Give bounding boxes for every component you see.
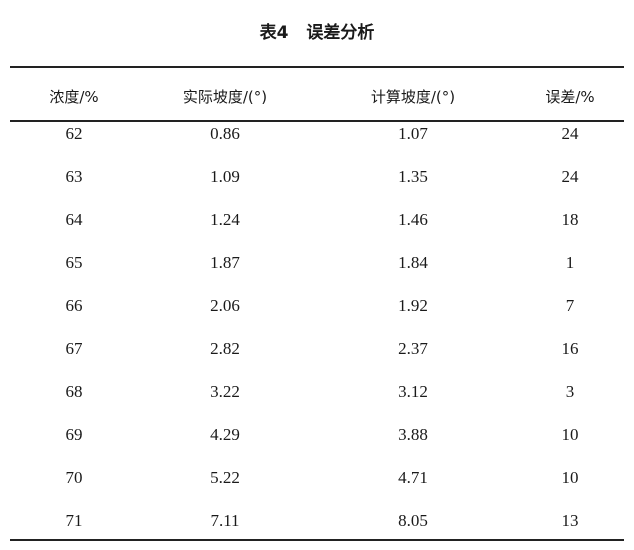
cell-actual-slope: 2.06	[210, 296, 240, 315]
cell-calculated-slope: 1.07	[398, 124, 428, 143]
cell-calculated-slope: 1.46	[398, 210, 428, 229]
table-row: 67 2.82 2.37 16	[0, 327, 634, 370]
cell-calculated-slope: 4.71	[398, 468, 428, 487]
header-rule	[10, 120, 624, 122]
table-row: 68 3.22 3.12 3	[0, 370, 634, 413]
header-concentration: 浓度/%	[49, 88, 99, 106]
bottom-rule	[10, 539, 624, 541]
header-actual-slope: 实际坡度/(°)	[182, 88, 268, 106]
cell-calculated-slope: 1.84	[398, 253, 428, 272]
cell-actual-slope: 0.86	[210, 124, 240, 143]
cell-calculated-slope: 8.05	[398, 511, 428, 530]
cell-calculated-slope: 1.92	[398, 296, 428, 315]
cell-actual-slope: 4.29	[210, 425, 240, 444]
cell-actual-slope: 1.09	[210, 167, 240, 186]
cell-calculated-slope: 3.12	[398, 382, 428, 401]
cell-concentration: 68	[65, 382, 83, 401]
cell-calculated-slope: 2.37	[398, 339, 428, 358]
cell-actual-slope: 1.87	[210, 253, 240, 272]
cell-error: 18	[561, 210, 579, 229]
cell-concentration: 65	[65, 253, 83, 272]
table-row: 65 1.87 1.84 1	[0, 241, 634, 284]
table-row: 62 0.86 1.07 24	[0, 112, 634, 155]
header-row: 浓度/% 实际坡度/(°) 计算坡度/(°) 误差/%	[0, 76, 634, 119]
cell-calculated-slope: 1.35	[398, 167, 428, 186]
header-calculated-slope: 计算坡度/(°)	[370, 88, 456, 106]
cell-concentration: 71	[65, 511, 83, 530]
cell-error: 24	[561, 124, 579, 143]
top-rule	[10, 66, 624, 68]
cell-actual-slope: 3.22	[210, 382, 240, 401]
table-caption: 误差分析	[306, 23, 375, 43]
cell-error: 1	[565, 253, 575, 272]
cell-error: 3	[565, 382, 575, 401]
cell-calculated-slope: 3.88	[398, 425, 428, 444]
header-error: 误差/%	[545, 88, 595, 106]
table-row: 70 5.22 4.71 10	[0, 456, 634, 499]
cell-actual-slope: 1.24	[210, 210, 240, 229]
cell-error: 7	[565, 296, 575, 315]
cell-concentration: 63	[65, 167, 83, 186]
cell-concentration: 62	[65, 124, 83, 143]
table-row: 66 2.06 1.92 7	[0, 284, 634, 327]
table-row: 64 1.24 1.46 18	[0, 198, 634, 241]
cell-actual-slope: 2.82	[210, 339, 240, 358]
table-title: 表4 误差分析	[0, 18, 634, 43]
cell-concentration: 66	[65, 296, 83, 315]
cell-error: 16	[561, 339, 579, 358]
cell-concentration: 67	[65, 339, 83, 358]
table-number: 表4	[259, 23, 289, 43]
table-row: 71 7.11 8.05 13	[0, 499, 634, 542]
table-row: 69 4.29 3.88 10	[0, 413, 634, 456]
cell-error: 10	[561, 425, 579, 444]
cell-error: 24	[561, 167, 579, 186]
cell-concentration: 64	[65, 210, 83, 229]
cell-actual-slope: 5.22	[210, 468, 240, 487]
cell-concentration: 70	[65, 468, 83, 487]
cell-error: 13	[561, 511, 579, 530]
table-row: 63 1.09 1.35 24	[0, 155, 634, 198]
cell-concentration: 69	[65, 425, 83, 444]
cell-actual-slope: 7.11	[210, 511, 240, 530]
cell-error: 10	[561, 468, 579, 487]
